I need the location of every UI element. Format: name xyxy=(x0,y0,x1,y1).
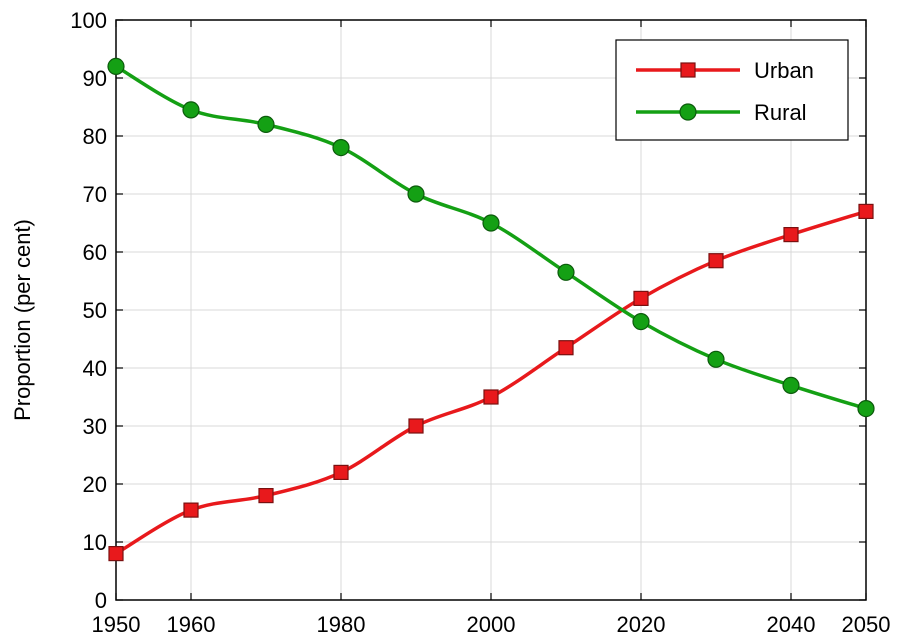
y-tick-label: 60 xyxy=(83,240,107,265)
urban-point-1960 xyxy=(183,502,199,518)
y-tick-label: 80 xyxy=(83,124,107,149)
legend-box xyxy=(615,39,849,141)
urban-point-1980 xyxy=(333,464,349,480)
y-tick-label: 100 xyxy=(70,8,107,33)
series-rural xyxy=(107,57,875,418)
urban-point-2050 xyxy=(858,203,874,219)
rural-point-2020 xyxy=(632,313,650,331)
urban-point-2020 xyxy=(633,290,649,306)
y-axis-ticks: 0 10 20 30 40 50 60 70 80 90 100 xyxy=(70,8,866,613)
series-urban xyxy=(108,203,874,562)
legend: Urban Rural xyxy=(615,39,849,141)
rural-point-2030 xyxy=(707,350,725,368)
rural-point-2040 xyxy=(782,376,800,394)
rural-point-2050 xyxy=(857,400,875,418)
x-tick-label: 2040 xyxy=(767,612,816,637)
series-layer xyxy=(107,57,875,562)
y-tick-label: 20 xyxy=(83,472,107,497)
rural-point-1960 xyxy=(182,101,200,119)
legend-item-rural: Rural xyxy=(636,100,807,125)
urban-point-1970 xyxy=(258,488,274,504)
y-tick-label: 40 xyxy=(83,356,107,381)
urban-point-1950 xyxy=(108,545,124,562)
rural-point-1970 xyxy=(257,115,275,134)
rural-point-2000 xyxy=(482,214,500,232)
y-tick-label: 70 xyxy=(83,182,107,207)
x-tick-label: 1980 xyxy=(317,612,366,637)
x-tick-label: 1950 xyxy=(92,612,141,637)
y-tick-label: 90 xyxy=(83,66,107,91)
urban-point-2040 xyxy=(783,227,799,243)
legend-marker-urban xyxy=(680,62,696,78)
x-tick-label: 2050 xyxy=(842,612,891,637)
y-tick-label: 10 xyxy=(83,530,107,555)
urban-point-2030 xyxy=(708,253,724,269)
legend-marker-rural xyxy=(679,103,697,121)
rural-point-2010 xyxy=(557,263,575,281)
x-tick-label: 2020 xyxy=(617,612,666,637)
rural-point-1950 xyxy=(107,57,125,76)
legend-item-urban: Urban xyxy=(636,58,814,83)
rural-point-1980 xyxy=(332,139,350,157)
x-axis-ticks: 1950 1960 1980 2000 2020 2040 2050 xyxy=(92,20,891,637)
rural-point-1990 xyxy=(407,185,425,203)
urban-point-2000 xyxy=(483,389,499,405)
y-tick-label: 30 xyxy=(83,414,107,439)
x-tick-label: 1960 xyxy=(167,612,216,637)
x-tick-label: 2000 xyxy=(467,612,516,637)
urban-point-1990 xyxy=(408,418,424,434)
y-tick-label: 0 xyxy=(95,588,107,613)
urban-point-2010 xyxy=(558,340,574,356)
legend-label-rural: Rural xyxy=(754,100,807,125)
y-tick-label: 50 xyxy=(83,298,107,323)
y-axis-label: Proportion (per cent) xyxy=(10,219,35,421)
legend-label-urban: Urban xyxy=(754,58,814,83)
